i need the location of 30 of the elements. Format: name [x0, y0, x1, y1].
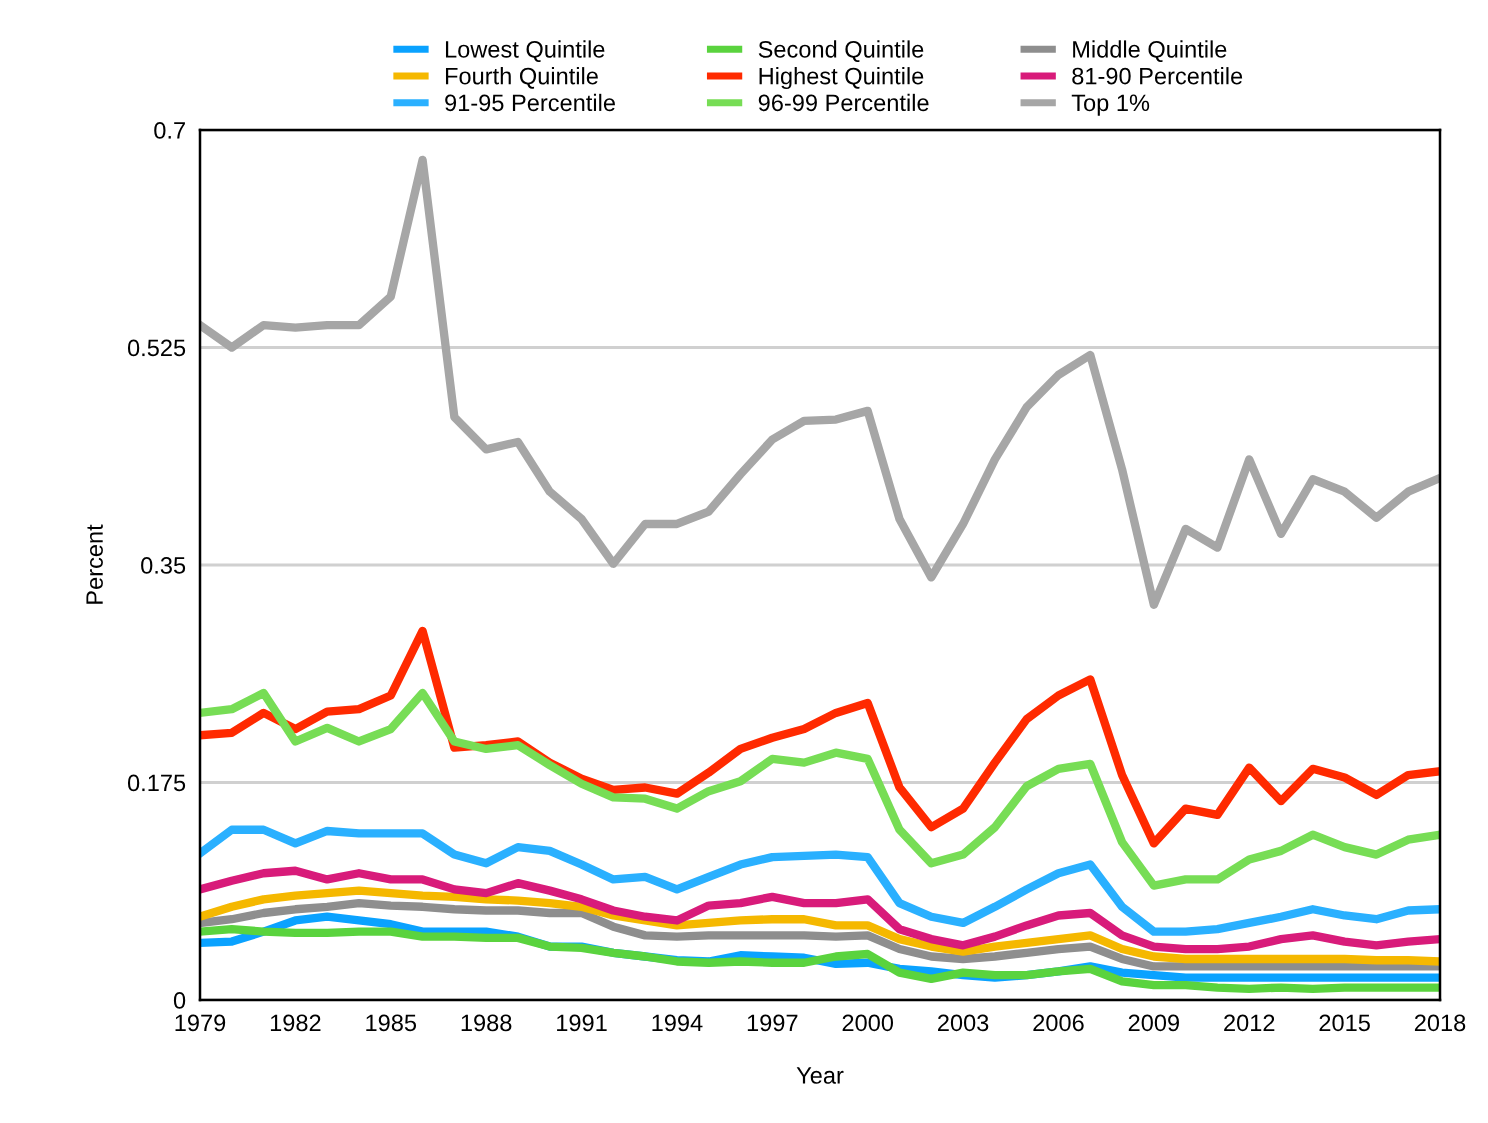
- x-tick-label: 1979: [175, 1014, 226, 1032]
- x-tick-label: 2006: [1033, 1014, 1084, 1032]
- y-tick-label: 0: [173, 992, 186, 1009]
- y-tick-label: 0.35: [141, 557, 186, 574]
- x-tick-label: 1994: [652, 1014, 703, 1032]
- legend-label: Fourth Quintile: [445, 67, 598, 89]
- legend-label: Second Quintile: [758, 40, 924, 62]
- x-tick-label: 1997: [747, 1014, 798, 1032]
- x-tick-label: 1991: [557, 1014, 607, 1032]
- legend-label: Highest Quintile: [759, 67, 924, 90]
- x-tick-label: 2003: [938, 1014, 989, 1032]
- x-tick-label: 2000: [842, 1014, 894, 1032]
- y-tick-label: 0.175: [127, 774, 186, 792]
- x-tick-label: 1982: [270, 1014, 321, 1032]
- legend-label: 91-95 Percentile: [445, 93, 615, 112]
- x-tick-label: 1988: [461, 1014, 512, 1032]
- x-axis-title: Year: [796, 1067, 844, 1084]
- legend-label: Middle Quintile: [1073, 40, 1227, 62]
- legend-label: 81-90 Percentile: [1072, 67, 1243, 85]
- y-axis-title: Percent: [86, 524, 103, 604]
- x-tick-label: 2015: [1319, 1014, 1370, 1032]
- legend-label: 96-99 Percentile: [758, 93, 929, 112]
- legend-label: Top 1%: [1071, 94, 1150, 116]
- x-tick-label: 1985: [366, 1014, 417, 1032]
- y-tick-label: 0.7: [154, 122, 185, 139]
- x-tick-label: 2018: [1414, 1014, 1466, 1032]
- y-tick-label: 0.525: [127, 339, 186, 357]
- legend-label: Lowest Quintile: [445, 40, 605, 62]
- x-tick-label: 2012: [1224, 1014, 1275, 1032]
- x-tick-label: 2009: [1128, 1014, 1179, 1032]
